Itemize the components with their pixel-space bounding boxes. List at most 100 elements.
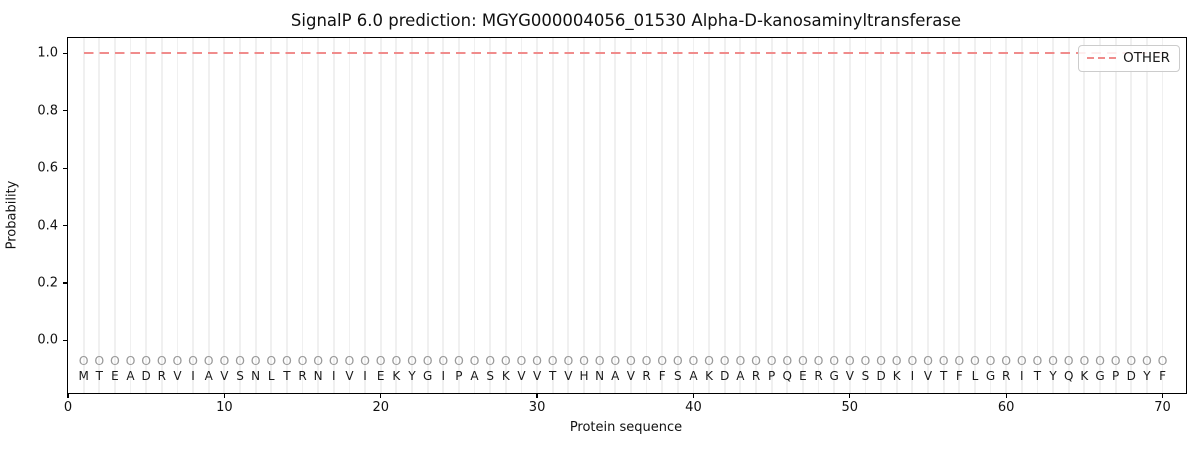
grid-line	[254, 38, 257, 393]
residue-marker: O	[532, 352, 542, 368]
grid-line	[1020, 38, 1023, 393]
x-tick-label: 20	[372, 400, 389, 415]
residue-marker: O	[719, 352, 730, 368]
sequence-letter: G	[422, 369, 433, 384]
sequence-letter: A	[126, 369, 135, 384]
residue-marker: O	[109, 352, 120, 368]
residue-marker: O	[500, 352, 511, 368]
sequence-letter: G	[985, 369, 996, 384]
residue-marker: O	[156, 352, 167, 368]
sequence-letter: V	[626, 369, 636, 384]
grid-line	[1083, 38, 1086, 393]
grid-line	[864, 38, 867, 393]
residue-marker: O	[547, 352, 558, 368]
grid-line	[927, 38, 929, 393]
residue-marker: O	[1110, 352, 1121, 368]
sequence-letter: T	[283, 369, 291, 384]
sequence-letter: H	[579, 369, 589, 384]
residue-marker: O	[1079, 352, 1090, 368]
grid-line	[817, 38, 820, 393]
residue-marker: O	[438, 352, 449, 368]
grid-line	[301, 38, 304, 393]
sequence-letter: R	[642, 369, 651, 384]
residue-marker: O	[969, 352, 980, 368]
residue-marker: O	[1063, 352, 1074, 368]
grid-line	[1036, 38, 1039, 393]
residue-marker: O	[1001, 352, 1012, 368]
grid-line	[848, 38, 851, 393]
x-axis-tick	[536, 393, 538, 398]
residue-marker: O	[469, 352, 480, 368]
sequence-letter: F	[658, 369, 666, 384]
grid-line	[442, 38, 445, 393]
grid-line	[395, 38, 398, 393]
sequence-letter: D	[720, 369, 730, 384]
y-axis-tick	[62, 110, 67, 112]
grid-line	[739, 38, 742, 393]
sequence-letter: I	[441, 369, 446, 384]
sequence-letter: T	[1033, 369, 1042, 384]
residue-marker: O	[751, 352, 761, 368]
grid-line	[536, 38, 538, 393]
x-tick-label: 10	[216, 400, 233, 415]
grid-line	[1067, 38, 1070, 393]
residue-marker: O	[985, 352, 996, 368]
sequence-letter: T	[549, 369, 557, 384]
residue-marker: O	[954, 352, 965, 368]
residue-marker: O	[78, 352, 89, 368]
sequence-letter: A	[470, 369, 479, 384]
sequence-letter: S	[486, 369, 494, 384]
sequence-letter: V	[173, 369, 182, 384]
sequence-letter: G	[1095, 369, 1105, 384]
y-axis-tick	[62, 339, 67, 342]
grid-line	[1005, 38, 1008, 393]
residue-marker: O	[766, 352, 777, 368]
residue-marker: O	[876, 352, 886, 368]
sequence-letter: P	[1112, 369, 1120, 384]
residue-marker: O	[797, 352, 808, 368]
y-axis-tick	[62, 225, 67, 227]
sequence-letter: K	[501, 369, 510, 384]
grid-line	[974, 38, 976, 393]
grid-line	[723, 38, 726, 393]
sequence-letter: K	[1080, 369, 1089, 384]
residue-marker: O	[1016, 352, 1027, 368]
sequence-letter: I	[363, 369, 367, 384]
residue-marker: O	[1141, 352, 1152, 368]
grid-line	[567, 38, 570, 393]
sequence-letter: E	[376, 369, 385, 384]
legend: OTHER	[1078, 45, 1180, 72]
residue-marker: O	[844, 352, 855, 368]
residue-marker: O	[938, 352, 949, 368]
x-tick-label: 60	[997, 400, 1015, 415]
sequence-letter: R	[814, 369, 823, 384]
residue-marker: O	[375, 352, 386, 368]
sequence-letter: I	[910, 369, 915, 384]
grid-line	[458, 38, 460, 393]
grid-line	[598, 38, 601, 393]
grid-line	[661, 38, 664, 393]
residue-marker: O	[1032, 352, 1043, 368]
grid-line	[426, 38, 429, 393]
sequence-letter: N	[251, 369, 261, 384]
sequence-letter: G	[829, 369, 839, 384]
sequence-letter: D	[141, 369, 151, 384]
residue-marker: O	[735, 352, 746, 368]
sequence-letter: A	[204, 369, 213, 384]
x-tick-label: 0	[63, 400, 73, 415]
grid-line	[911, 38, 914, 393]
residue-marker: O	[594, 352, 605, 368]
residue-marker: O	[688, 352, 699, 368]
residue-marker: O	[235, 352, 245, 368]
residue-marker: O	[313, 352, 324, 368]
residue-marker: O	[1048, 352, 1058, 368]
grid-line	[286, 38, 288, 393]
residue-marker: O	[907, 352, 918, 368]
residue-marker: O	[141, 352, 152, 368]
residue-marker: O	[860, 352, 871, 368]
grid-line	[239, 38, 241, 393]
grid-line	[223, 38, 226, 393]
sequence-letter: S	[236, 369, 244, 384]
